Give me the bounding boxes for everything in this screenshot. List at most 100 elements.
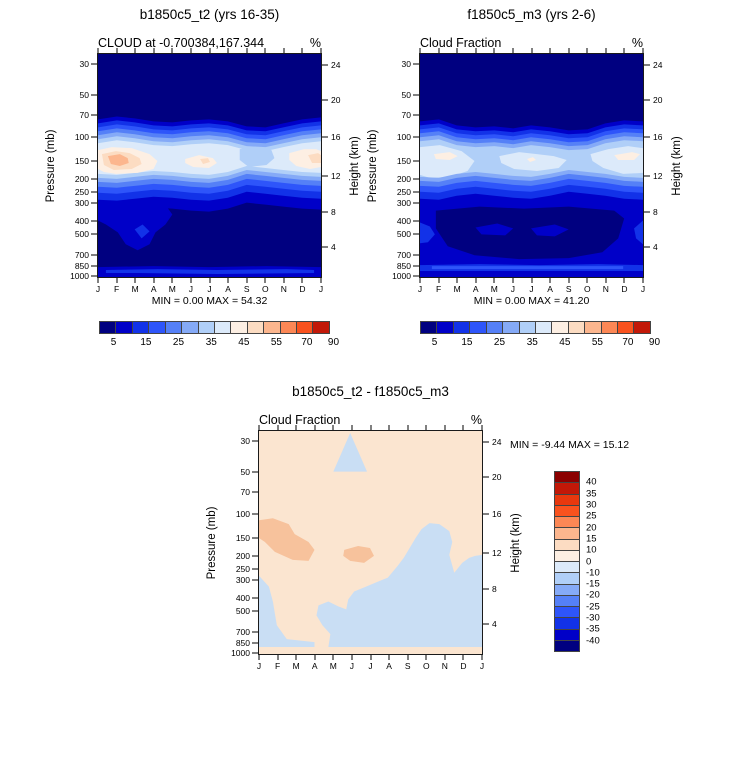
contour-fill <box>185 155 217 168</box>
contour-fill <box>98 202 173 251</box>
pressure-tick <box>413 63 419 65</box>
month-tick <box>549 278 551 283</box>
pressure-tick <box>252 555 258 557</box>
colorbar-cell <box>552 322 569 333</box>
month-label: J <box>95 284 101 294</box>
height-tick <box>483 513 489 514</box>
contour-fill <box>420 145 475 178</box>
month-tick <box>277 655 279 660</box>
contour-fill <box>614 152 641 161</box>
colorbar-horizontal: 5 15 25 35 45 55 70 90 <box>99 321 339 348</box>
month-tick <box>301 48 303 53</box>
colorbar-cell <box>519 322 536 333</box>
pressure-tick-label: 850 <box>74 261 89 272</box>
month-tick <box>481 655 483 660</box>
month-tick <box>531 48 532 53</box>
month-tick <box>462 655 464 660</box>
pressure-tick <box>413 191 419 193</box>
colorbar-cell <box>555 629 579 641</box>
month-label: A <box>311 661 318 671</box>
colorbar-cell <box>182 322 199 333</box>
pressure-tick-label: 250 <box>74 187 89 197</box>
month-tick <box>605 48 607 53</box>
pressure-tick <box>252 579 258 581</box>
month-tick <box>475 48 477 53</box>
pressure-tick-label: 400 <box>235 592 250 603</box>
pressure-tick <box>91 160 97 162</box>
month-tick <box>283 278 285 283</box>
contour-fill <box>431 266 624 270</box>
colorbar-tick-label: 25 <box>586 510 597 522</box>
month-label: J <box>349 661 355 671</box>
colorbar-cell <box>297 322 314 333</box>
colorbar-tick-label: 15 <box>461 337 473 348</box>
colorbar-tick-label: -20 <box>586 589 600 601</box>
panel-subtitle: CLOUD at -0.700384,167.344 <box>98 36 265 50</box>
pressure-tick-label: 500 <box>74 228 89 239</box>
colorbar-tick-label: 45 <box>559 337 571 348</box>
month-tick <box>456 48 458 53</box>
month-tick <box>283 48 285 53</box>
height-tick <box>483 623 489 625</box>
month-label: S <box>565 284 572 294</box>
height-tick <box>483 476 489 478</box>
pressure-tick-label: 70 <box>240 486 250 497</box>
pressure-tick <box>413 254 419 256</box>
panel-b1850c5-t2: b1850c5_t2 (yrs 16-35) CLOUD at -0.70038… <box>45 7 361 307</box>
colorbar-cell <box>149 322 166 333</box>
pressure-tick-label: 700 <box>396 249 411 260</box>
colorbar-tick-label: 90 <box>327 337 340 348</box>
month-tick <box>407 425 409 430</box>
month-label: J <box>640 284 646 294</box>
month-tick <box>295 425 297 430</box>
month-tick <box>370 655 371 660</box>
colorbar-tick-label: 35 <box>205 337 217 348</box>
height-axis-label: Height (km) <box>349 135 361 196</box>
pressure-tick-label: 1000 <box>392 270 411 281</box>
height-tick-label: 16 <box>653 131 663 142</box>
pressure-tick-label: 300 <box>235 574 250 585</box>
height-tick-label: 4 <box>492 618 497 629</box>
colorbar-tick-label: 0 <box>586 555 592 567</box>
month-tick <box>438 48 440 53</box>
month-tick <box>171 278 173 283</box>
pressure-tick-label: 850 <box>235 638 250 649</box>
contour-fill <box>259 575 315 648</box>
month-tick <box>314 425 316 430</box>
pressure-tick-label: 30 <box>79 58 89 69</box>
contour-fill <box>420 271 643 277</box>
pressure-tick-label: 30 <box>240 435 250 446</box>
colorbar-cell <box>231 322 248 333</box>
month-tick <box>264 48 266 53</box>
pressure-tick <box>252 568 258 570</box>
height-tick <box>644 64 650 66</box>
contour-plot: J F M A M J J A S O N D J 30 50 70 100 150 200 250 300 400 500… <box>70 48 340 293</box>
month-tick <box>531 278 532 283</box>
month-tick <box>370 425 371 430</box>
pressure-tick <box>91 202 97 204</box>
month-label: J <box>207 284 212 294</box>
pressure-tick-label: 300 <box>74 197 89 208</box>
height-tick-label: 24 <box>653 59 663 70</box>
panel-title: b1850c5_t2 - f1850c5_m3 <box>292 384 449 399</box>
height-tick <box>644 136 650 137</box>
height-tick <box>644 246 650 248</box>
month-label: J <box>256 661 262 671</box>
contour-fill <box>200 158 210 165</box>
height-tick-label: 16 <box>331 131 341 142</box>
colorbar-tick-label: 45 <box>238 337 250 348</box>
panel-difference: b1850c5_t2 - f1850c5_m3 Cloud Fraction %… <box>206 384 629 670</box>
month-label: A <box>472 284 479 294</box>
month-label: A <box>547 284 553 294</box>
pressure-tick <box>413 178 419 180</box>
colorbar-tick-label: -35 <box>586 623 600 635</box>
colorbar-tick-label: -25 <box>586 601 600 612</box>
pressure-tick-label: 250 <box>235 564 250 574</box>
month-tick <box>258 425 260 430</box>
contour-canvas <box>98 54 321 277</box>
pressure-tick <box>413 114 419 116</box>
pressure-axis-label: Pressure (mb) <box>206 506 218 579</box>
panel-title: f1850c5_m3 (yrs 2-6) <box>467 7 596 22</box>
colorbar-cell <box>555 584 579 596</box>
pressure-tick <box>252 652 258 654</box>
